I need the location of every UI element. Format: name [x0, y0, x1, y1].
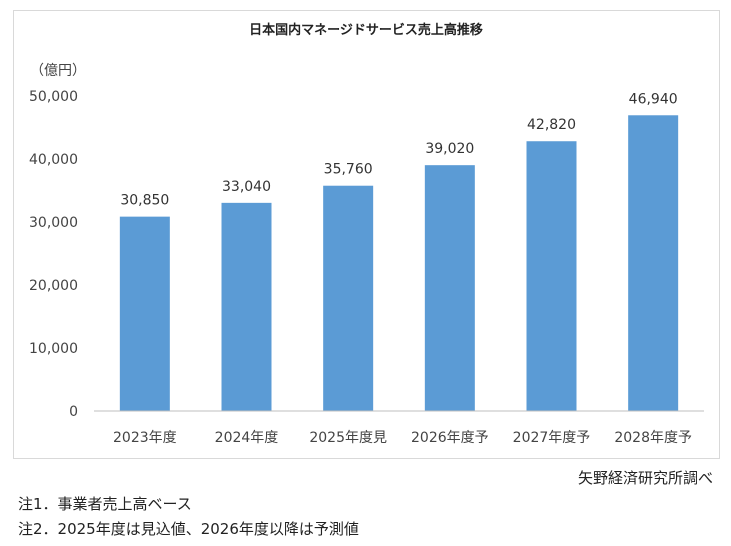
- bars: [119, 115, 679, 411]
- x-axis-labels: 2023年度 2024年度 2025年度見 2026年度予 2027年度予 2028年度予: [113, 430, 692, 446]
- footnote-1: 注1．事業者売上高ベース: [18, 495, 192, 513]
- bar: [323, 185, 374, 411]
- bar-value-label: 35,760: [324, 162, 373, 178]
- bar-value-label: 39,020: [425, 141, 474, 157]
- y-tick-label: 30,000: [29, 215, 78, 231]
- bar: [119, 216, 170, 411]
- x-tick-label: 2028年度予: [614, 430, 692, 446]
- bar-value-label: 30,850: [120, 193, 169, 209]
- y-tick-label: 0: [69, 404, 78, 420]
- y-tick-label: 50,000: [29, 89, 78, 105]
- value-labels: 30,850 33,040 35,760 39,020 42,820 46,940: [120, 91, 677, 208]
- bar: [221, 202, 272, 411]
- chart-title: 日本国内マネージドサービス売上高推移: [249, 22, 483, 38]
- y-tick-label: 20,000: [29, 278, 78, 294]
- bar-value-label: 42,820: [527, 117, 576, 133]
- footnote-2: 注2．2025年度は見込値、2026年度以降は予測値: [18, 520, 359, 538]
- y-axis-unit-label: （億円）: [30, 63, 86, 79]
- bar: [628, 115, 679, 411]
- x-tick-label: 2023年度: [113, 430, 177, 446]
- y-axis-ticks: 0 10,000 20,000 30,000 40,000 50,000: [29, 89, 78, 420]
- x-tick-label: 2024年度: [215, 430, 279, 446]
- bar-value-label: 46,940: [629, 91, 678, 107]
- x-tick-label: 2026年度予: [411, 430, 489, 446]
- x-tick-label: 2027年度予: [513, 430, 591, 446]
- x-tick-label: 2025年度見: [309, 430, 387, 446]
- y-tick-label: 10,000: [29, 341, 78, 357]
- source-credit: 矢野経済研究所調べ: [577, 469, 713, 487]
- bar-value-label: 33,040: [222, 179, 271, 195]
- bar: [526, 141, 577, 411]
- bar: [424, 165, 475, 411]
- y-tick-label: 40,000: [29, 152, 78, 168]
